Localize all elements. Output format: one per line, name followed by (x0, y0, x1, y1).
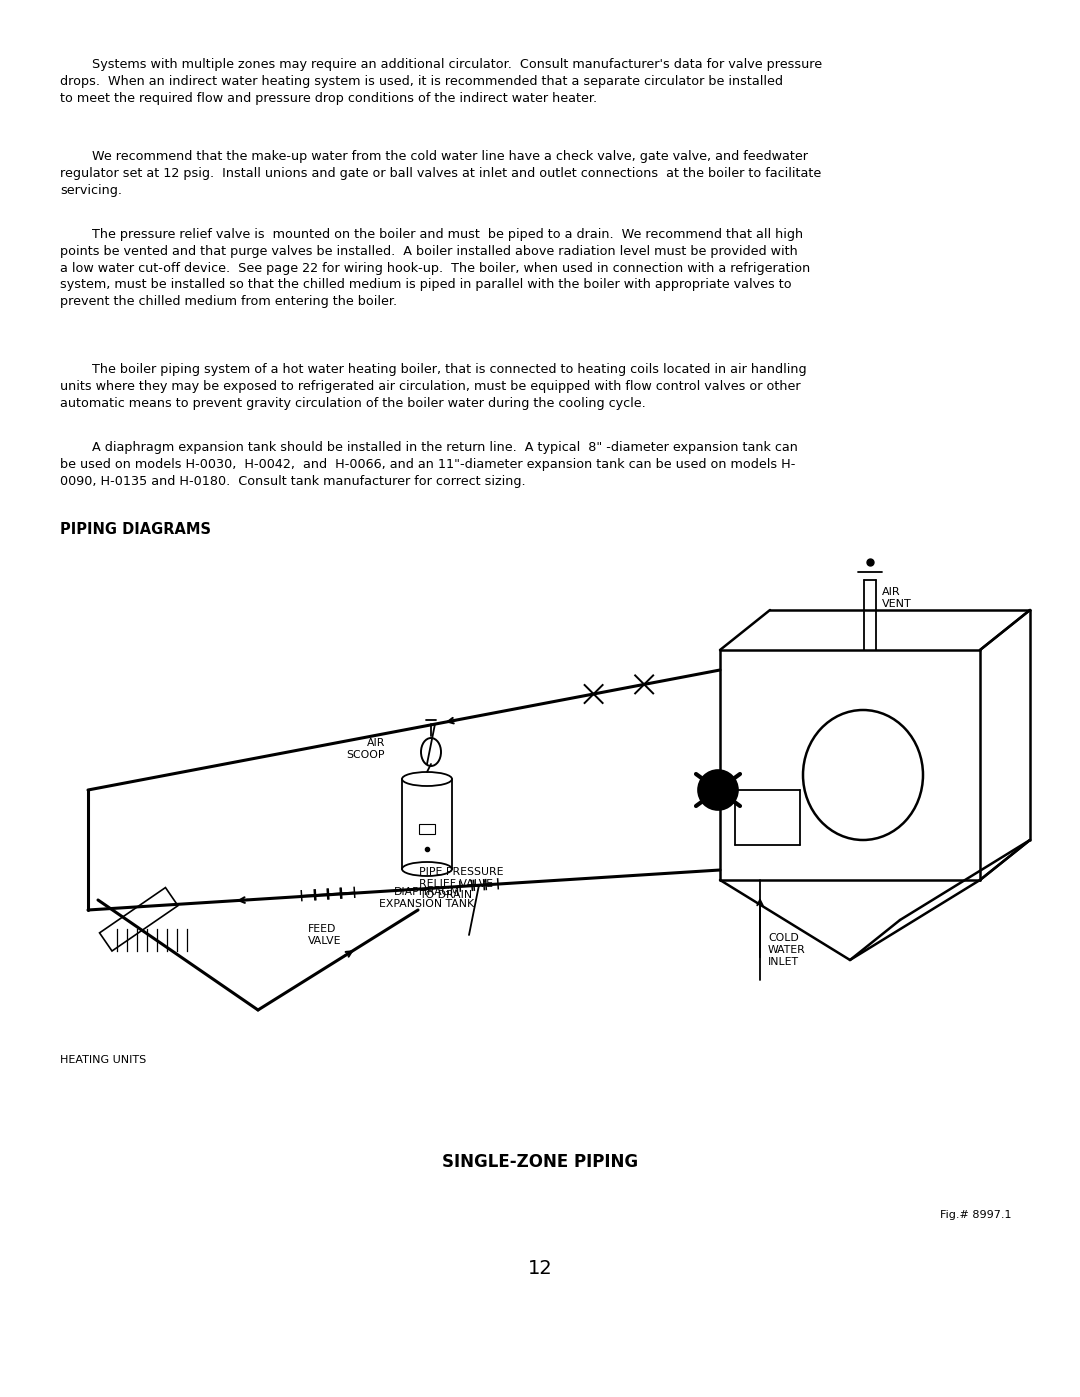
Text: AIR
SCOOP: AIR SCOOP (347, 738, 384, 760)
Text: The boiler piping system of a hot water heating boiler, that is connected to hea: The boiler piping system of a hot water … (60, 363, 807, 409)
Circle shape (698, 770, 738, 810)
Ellipse shape (402, 862, 453, 876)
Text: Fig.# 8997.1: Fig.# 8997.1 (940, 1210, 1012, 1220)
Text: DIAPHRAGM
EXPANSION TANK: DIAPHRAGM EXPANSION TANK (379, 887, 474, 908)
Text: We recommend that the make-up water from the cold water line have a check valve,: We recommend that the make-up water from… (60, 149, 821, 197)
Text: The pressure relief valve is  mounted on the boiler and must  be piped to a drai: The pressure relief valve is mounted on … (60, 228, 810, 309)
Text: COLD
WATER
INLET: COLD WATER INLET (768, 933, 806, 967)
Bar (419, 824, 435, 834)
Text: SINGLE-ZONE PIPING: SINGLE-ZONE PIPING (442, 1153, 638, 1171)
Text: A diaphragm expansion tank should be installed in the return line.  A typical  8: A diaphragm expansion tank should be ins… (60, 441, 798, 488)
Text: 12: 12 (528, 1259, 552, 1277)
Ellipse shape (402, 773, 453, 787)
Text: AIR
VENT: AIR VENT (882, 587, 912, 609)
Text: PIPING DIAGRAMS: PIPING DIAGRAMS (60, 522, 211, 536)
Bar (99, 887, 178, 951)
Text: FEED
VALVE: FEED VALVE (308, 923, 341, 946)
Text: HEATING UNITS: HEATING UNITS (60, 1055, 146, 1065)
Text: Systems with multiple zones may require an additional circulator.  Consult manuf: Systems with multiple zones may require … (60, 59, 822, 105)
Text: PIPE PRESSURE
RELIEF VALVE
TO DRAIN: PIPE PRESSURE RELIEF VALVE TO DRAIN (419, 868, 503, 900)
